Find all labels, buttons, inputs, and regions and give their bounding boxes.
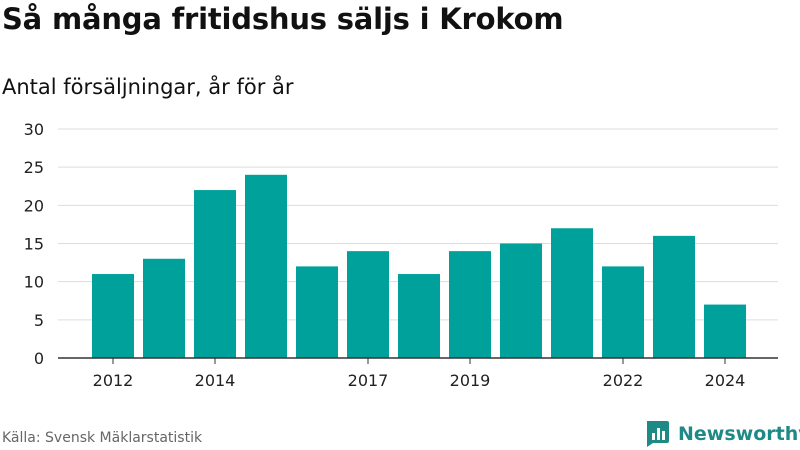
bar — [194, 190, 236, 358]
x-tick-label: 2017 — [348, 371, 389, 390]
chart-subtitle: Antal försäljningar, år för år — [2, 75, 294, 99]
y-tick-label: 10 — [24, 273, 44, 292]
y-tick-label: 15 — [24, 235, 44, 254]
chart-title: Så många fritidshus säljs i Krokom — [2, 2, 564, 36]
x-tick-label: 2022 — [603, 371, 644, 390]
x-tick-label: 2012 — [93, 371, 134, 390]
x-tick-label: 2019 — [450, 371, 491, 390]
y-tick-label: 20 — [24, 196, 44, 215]
brand-logo[interactable]: Newsworthy — [644, 420, 800, 448]
x-tick-label: 2024 — [705, 371, 746, 390]
axes: 0 5 10 15 20 25 30 2012 2014 2017 2019 2022 2024 — [24, 120, 778, 390]
bar-chart-logo-icon — [647, 421, 669, 447]
source-note: Källa: Svensk Mäklarstatistik — [2, 430, 203, 446]
y-tick-label: 25 — [24, 158, 44, 177]
bar — [296, 266, 338, 358]
bars — [92, 174, 746, 358]
bar — [704, 304, 746, 358]
bar — [500, 243, 542, 358]
x-tick-label: 2014 — [195, 371, 236, 390]
y-tick-label: 30 — [24, 120, 44, 139]
bar — [551, 228, 593, 358]
bar — [398, 274, 440, 358]
y-tick-label: 5 — [34, 311, 44, 330]
bar — [602, 266, 644, 358]
bar — [245, 174, 287, 358]
bar-chart: 0 5 10 15 20 25 30 2012 2014 2017 2019 2022 2024 — [24, 120, 778, 390]
bar — [347, 251, 389, 358]
bar — [143, 258, 185, 358]
bar — [653, 235, 695, 358]
bar — [449, 251, 491, 358]
bar — [92, 274, 134, 358]
brand-name: Newsworthy — [678, 423, 800, 445]
y-tick-label: 0 — [34, 349, 44, 368]
